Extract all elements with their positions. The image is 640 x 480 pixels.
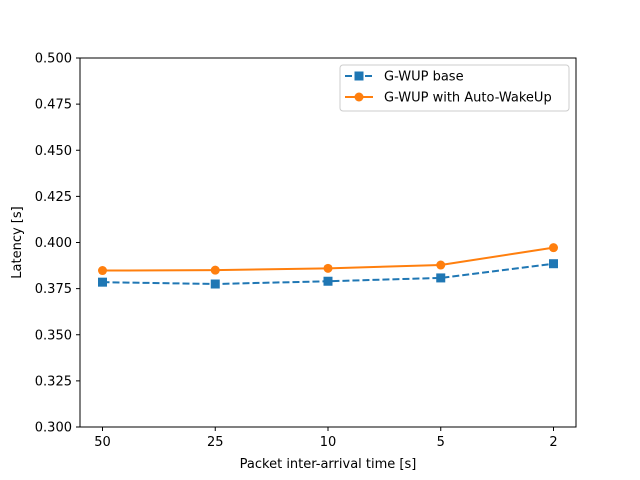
data-point: [98, 277, 107, 287]
data-point: [323, 276, 333, 286]
x-tick-label: 50: [94, 435, 111, 450]
x-axis-label: Packet inter-arrival time [s]: [240, 457, 417, 472]
y-tick-label: 0.300: [35, 421, 72, 436]
legend-swatch-marker: [354, 92, 364, 102]
y-tick-label: 0.450: [35, 144, 72, 159]
x-tick-label: 10: [320, 435, 337, 450]
legend-entry-label: G-WUP with Auto-WakeUp: [384, 91, 552, 106]
series-1: [98, 259, 558, 289]
data-point: [98, 266, 107, 276]
y-axis-label: Latency [s]: [10, 206, 25, 278]
y-tick-label: 0.500: [35, 52, 72, 67]
legend: G-WUP base G-WUP with Auto-WakeUp: [339, 64, 570, 112]
y-tick-label: 0.325: [35, 374, 72, 389]
x-tick-label: 25: [207, 435, 224, 450]
data-point: [210, 279, 220, 289]
legend-box: [339, 64, 570, 112]
series-layer: [98, 243, 558, 289]
legend-entry-label: G-WUP base: [384, 70, 464, 85]
y-tick-label: 0.375: [35, 282, 72, 297]
y-tick-label: 0.475: [35, 98, 72, 113]
data-point: [436, 273, 446, 283]
data-point: [549, 259, 558, 269]
series-2: [98, 243, 558, 276]
data-point: [323, 263, 333, 273]
legend-swatch-marker: [354, 71, 364, 81]
data-point: [549, 243, 558, 253]
x-tick-label: 2: [549, 435, 557, 450]
data-point: [436, 260, 446, 270]
y-tick-label: 0.400: [35, 236, 72, 251]
y-tick-label: 0.425: [35, 190, 72, 205]
ticks-layer: 50 25 10 5 2 0.300 0.325 0.350 0.375 0.400 0.425 0.…: [35, 52, 558, 451]
y-tick-label: 0.350: [35, 328, 72, 343]
x-tick-label: 5: [437, 435, 445, 450]
data-point: [210, 265, 220, 275]
